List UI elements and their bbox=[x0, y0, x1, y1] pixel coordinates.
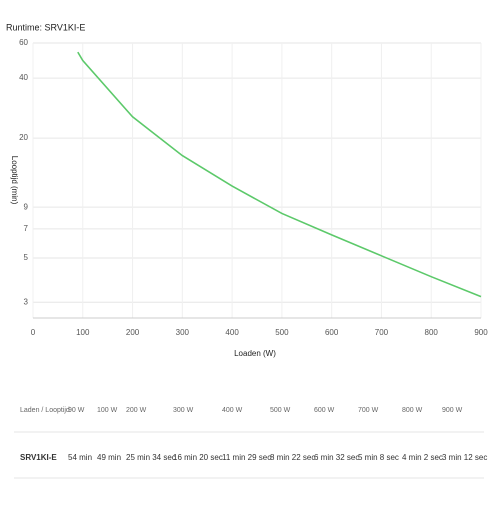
y-tick-label: 5 bbox=[24, 253, 29, 262]
x-tick-label: 800 bbox=[425, 328, 439, 337]
x-tick-label: 100 bbox=[76, 328, 90, 337]
table-header-cell: 200 W bbox=[126, 407, 147, 414]
table-cell: 3 min 12 sec bbox=[442, 453, 487, 462]
x-tick-label: 500 bbox=[275, 328, 289, 337]
table-header-cell: Laden / Looptijd bbox=[20, 407, 70, 414]
y-tick-label: 7 bbox=[24, 224, 29, 233]
y-tick-label: 20 bbox=[19, 133, 28, 142]
chart-title: Runtime: SRV1KI-E bbox=[6, 22, 85, 32]
table-cell: 49 min bbox=[97, 453, 121, 462]
x-tick-label: 200 bbox=[126, 328, 140, 337]
table-header-cell: 500 W bbox=[270, 407, 291, 414]
table-cell: 8 min 22 sec bbox=[270, 453, 315, 462]
table-header-cell: 700 W bbox=[358, 407, 379, 414]
table-header-cell: 600 W bbox=[314, 407, 335, 414]
x-tick-label: 0 bbox=[31, 328, 36, 337]
x-tick-label: 400 bbox=[225, 328, 239, 337]
table-header-cell: 900 W bbox=[442, 407, 463, 414]
table-header-cell: 300 W bbox=[173, 407, 194, 414]
y-axis-label: Looptijd (min) bbox=[10, 156, 19, 205]
table-cell: 6 min 32 sec bbox=[314, 453, 359, 462]
table-header-cell: 100 W bbox=[97, 407, 118, 414]
x-tick-label: 600 bbox=[325, 328, 339, 337]
x-tick-label: 700 bbox=[375, 328, 389, 337]
table-cell: 25 min 34 sec bbox=[126, 453, 176, 462]
table-cell: 5 min 8 sec bbox=[358, 453, 399, 462]
x-tick-label: 300 bbox=[176, 328, 190, 337]
table-header-cell: 400 W bbox=[222, 407, 243, 414]
table-cell: 54 min bbox=[68, 453, 92, 462]
x-axis-label: Loaden (W) bbox=[234, 349, 276, 358]
table-cell: 16 min 20 sec bbox=[173, 453, 223, 462]
table-cell: 11 min 29 sec bbox=[222, 453, 271, 462]
table-header-cell: 800 W bbox=[402, 407, 423, 414]
table-cell: SRV1KI-E bbox=[20, 453, 57, 462]
line-series bbox=[77, 51, 482, 298]
table-header-cell: 90 W bbox=[68, 407, 85, 414]
y-tick-label: 9 bbox=[24, 202, 29, 211]
table-cell: 4 min 2 sec bbox=[402, 453, 443, 462]
y-tick-label: 3 bbox=[24, 297, 29, 306]
x-tick-label: 900 bbox=[474, 328, 488, 337]
y-tick-label: 40 bbox=[19, 73, 28, 82]
y-tick-label: 60 bbox=[19, 38, 28, 47]
